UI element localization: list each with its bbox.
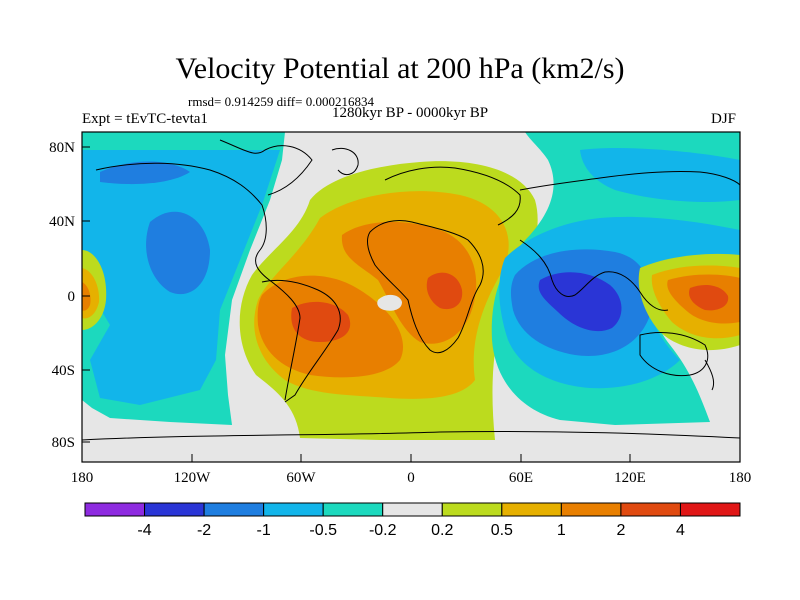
x-tick-label: 0 — [407, 470, 415, 486]
period-text: 1280kyr BP - 0000kyr BP — [331, 105, 489, 121]
colorbar-swatch — [322, 502, 384, 517]
coastlines — [82, 139, 740, 441]
experiment-label: Expt = tEvTC-tevta1 — [82, 111, 208, 127]
y-tick-label: 0 — [68, 289, 76, 305]
colorbar-swatch — [203, 502, 265, 517]
colorbar-label: -0.2 — [369, 522, 397, 539]
x-tick-label: 120E — [614, 470, 646, 486]
season-label: DJF — [711, 111, 737, 127]
colorbar-swatch — [501, 502, 562, 517]
colorbar-swatch — [620, 502, 681, 517]
mid-atlantic-hole — [377, 294, 402, 311]
x-tick-label: 180 — [71, 470, 94, 486]
stats-text: rmsd= 0.914259 diff= 0.000216834 — [188, 94, 374, 109]
colorbar-label: -0.5 — [309, 522, 337, 539]
colorbar-label: 1 — [557, 522, 566, 539]
pacific-negative-core — [146, 211, 210, 295]
west-pacific-max — [689, 284, 729, 311]
colorbar-swatch — [560, 502, 622, 517]
colorbar-swatch — [144, 502, 205, 517]
north-asia-blue — [580, 148, 740, 202]
colorbar-label: 0.5 — [491, 522, 513, 539]
y-tick-label: 40S — [52, 363, 75, 379]
x-tick-label: 60E — [509, 470, 533, 486]
y-tick-label: 40N — [49, 214, 75, 230]
nw-pacific-negative-core — [100, 161, 190, 185]
colorbar-label: 4 — [676, 522, 685, 539]
colorbar-label: 2 — [616, 522, 625, 539]
africa-max — [426, 272, 463, 310]
colorbar-swatch — [84, 502, 146, 517]
plot-title: Velocity Potential at 200 hPa (km2/s) — [175, 52, 625, 85]
south-america-max — [291, 301, 351, 342]
y-tick-label: 80N — [49, 140, 75, 156]
colorbar-swatch — [679, 502, 741, 517]
colorbar-swatch — [263, 502, 324, 517]
africa-positive — [341, 221, 477, 344]
indian-negative-max — [538, 272, 622, 332]
y-tick-label: 80S — [52, 435, 75, 451]
colorbar-label: 0.2 — [431, 522, 453, 539]
colorbar-swatch — [382, 502, 443, 517]
contour-field — [82, 132, 740, 462]
x-tick-label: 180 — [729, 470, 752, 486]
colorbar-label: -1 — [257, 522, 271, 539]
colorbar-swatch — [441, 502, 503, 517]
colorbar-label: -2 — [197, 522, 211, 539]
x-tick-label: 120W — [174, 470, 212, 486]
colorbar-label: -4 — [137, 522, 151, 539]
colorbar: -4 -2 -1 -0.5 -0.2 0.2 0.5 1 2 4 — [84, 502, 741, 539]
x-tick-label: 60W — [286, 470, 316, 486]
tick-marks — [81, 146, 741, 462]
